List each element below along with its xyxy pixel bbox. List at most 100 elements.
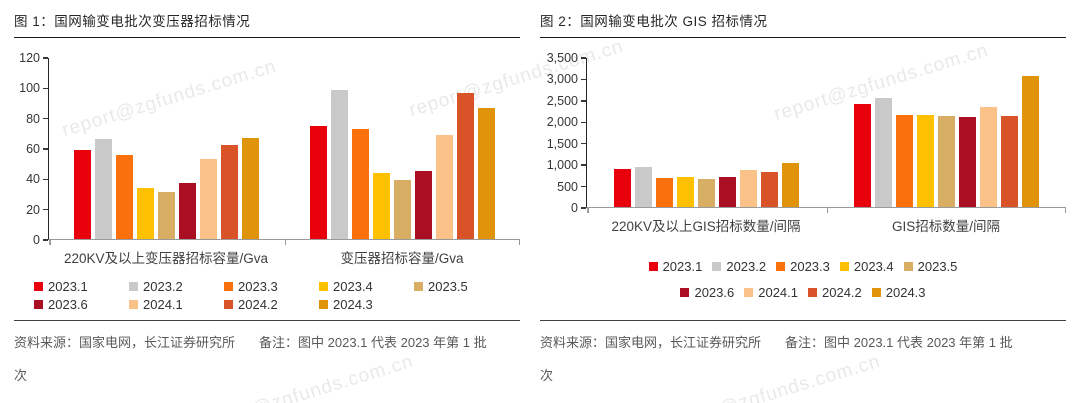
bar-2023.2	[330, 89, 348, 239]
legend-item-2023.3: 2023.3	[776, 259, 830, 274]
source-text: 资料来源：国家电网，长江证券研究所	[540, 335, 762, 350]
y-tick-mark	[581, 143, 586, 145]
x-axis-tick	[826, 208, 828, 213]
legend-label: 2023.5	[917, 259, 958, 274]
legend-label: 2024.2	[238, 297, 278, 312]
plot-area	[586, 58, 1067, 213]
legend-item-2023.5: 2023.5	[414, 279, 509, 294]
legend-row: 2023.1 2023.2 2023.3 2023.4 2023.5	[540, 259, 1066, 274]
gis-bar-chart: 3,500 3,000 2,500 2,000 1,500 1,000 500 0	[540, 52, 1067, 214]
figure-panel-transformer: 图 1：国网输变电批次变压器招标情况 120 100 80 60 40 20 0 220KV…	[14, 0, 520, 403]
legend-item-2024.2: 2024.2	[808, 285, 862, 300]
legend-swatch	[34, 300, 43, 309]
bar-2023.1	[853, 103, 871, 207]
legend-swatch	[808, 288, 817, 297]
legend-label: 2023.6	[48, 297, 88, 312]
legend-label: 2023.2	[726, 259, 767, 274]
legend-row: 2023.1 2023.2 2023.3 2023.4 2023.5	[34, 279, 520, 294]
legend-item-2024.3: 2024.3	[319, 297, 414, 312]
legend-swatch	[34, 282, 43, 291]
x-axis-tick	[587, 208, 589, 213]
legend-item-2023.1: 2023.1	[648, 259, 702, 274]
legend-item-2023.2: 2023.2	[129, 279, 224, 294]
bar-2023.3	[351, 128, 369, 239]
legend-row: 2023.6 2024.1 2024.2 2024.3	[540, 285, 1066, 300]
legend-label: 2024.1	[758, 285, 798, 300]
transformer-bar-chart: 120 100 80 60 40 20 0	[14, 52, 521, 246]
bar-2024.1	[200, 159, 218, 239]
y-axis: 120 100 80 60 40 20 0	[14, 52, 48, 246]
legend-item-2024.1: 2024.1	[129, 297, 224, 312]
bar-2023.2	[635, 167, 653, 207]
bar-2023.5	[937, 116, 955, 207]
bar-2023.1	[309, 125, 327, 239]
y-tick-mark	[581, 78, 586, 81]
y-tick-mark	[581, 207, 586, 209]
legend-label: 2023.2	[143, 279, 183, 294]
bar-group	[827, 58, 1067, 207]
legend-label: 2023.1	[48, 279, 88, 294]
legend-swatch	[648, 262, 658, 271]
source-text: 资料来源：国家电网，长江证券研究所	[14, 335, 236, 350]
x-category-label: 220KV及以上GIS招标数量/间隔	[611, 219, 801, 234]
legend-label: 2024.2	[822, 285, 862, 300]
legend-label: 2023.3	[238, 279, 278, 294]
legend-item-2023.1: 2023.1	[34, 279, 129, 294]
x-category-label: GIS招标数量/间隔	[891, 219, 1000, 234]
bar-2024.1	[979, 106, 997, 207]
legend-swatch	[712, 262, 722, 271]
legend-swatch	[319, 282, 328, 291]
bar-2023.3	[116, 154, 134, 239]
x-category-label: 变压器招标容量/Gva	[340, 251, 464, 266]
figure-footer: 资料来源：国家电网，长江证券研究所 备注：图中 2023.1 代表 2023 年第…	[14, 320, 520, 392]
legend-item-2024.2: 2024.2	[224, 297, 319, 312]
bar-2023.1	[74, 150, 92, 239]
bar-2023.4	[372, 172, 390, 239]
note-text: 备注：图中 2023.1 代表 2023 年第 1 批次	[14, 335, 487, 383]
x-axis-labels: 220KV及以上变压器招标容量/Gva 变压器招标容量/Gva	[48, 247, 520, 267]
y-tick-mark	[581, 100, 586, 102]
y-tick-mark	[43, 178, 48, 181]
bar-group	[285, 58, 521, 239]
figure-footer: 资料来源：国家电网，长江证券研究所 备注：图中 2023.1 代表 2023 年第…	[540, 320, 1066, 392]
legend-label: 2023.4	[333, 279, 373, 294]
bar-2023.2	[874, 98, 892, 207]
title-underline	[14, 37, 520, 38]
y-tick-mark	[43, 57, 48, 59]
legend-item-2023.2: 2023.2	[712, 259, 766, 274]
legend-item-2024.1: 2024.1	[744, 285, 798, 300]
legend-swatch	[129, 282, 138, 291]
bar-2023.6	[958, 117, 976, 207]
plot-area	[48, 58, 521, 245]
y-tick-mark	[43, 239, 48, 241]
bar-2023.4	[137, 187, 155, 239]
legend-item-2023.4: 2023.4	[319, 279, 414, 294]
legend-swatch	[680, 288, 690, 297]
y-tick-mark	[43, 148, 48, 150]
y-tick-mark	[43, 87, 48, 90]
bar-2024.2	[1000, 116, 1018, 207]
bar-2024.1	[740, 169, 758, 207]
y-tick-mark	[581, 57, 586, 59]
figure-title: 图 1：国网输变电批次变压器招标情况	[14, 14, 251, 29]
legend-item-2023.6: 2023.6	[34, 297, 129, 312]
bar-2024.3	[782, 162, 800, 207]
bar-2024.3	[242, 137, 260, 239]
y-tick-mark	[581, 121, 586, 123]
legend-swatch	[903, 262, 913, 271]
bar-2023.5	[393, 180, 411, 239]
bar-2023.2	[95, 139, 113, 239]
bar-2023.3	[895, 115, 913, 207]
note-text: 备注：图中 2023.1 代表 2023 年第 1 批次	[540, 335, 1013, 383]
bar-2023.6	[179, 183, 197, 239]
x-category-label: 220KV及以上变压器招标容量/Gva	[63, 251, 269, 266]
bar-group	[49, 58, 285, 239]
y-tick-mark	[43, 208, 48, 211]
title-underline	[540, 37, 1066, 38]
legend-swatch	[839, 262, 849, 271]
legend-item-2023.4: 2023.4	[839, 259, 894, 274]
legend-swatch	[224, 282, 233, 291]
bar-2023.5	[158, 192, 176, 239]
legend-label: 2024.3	[885, 285, 926, 300]
